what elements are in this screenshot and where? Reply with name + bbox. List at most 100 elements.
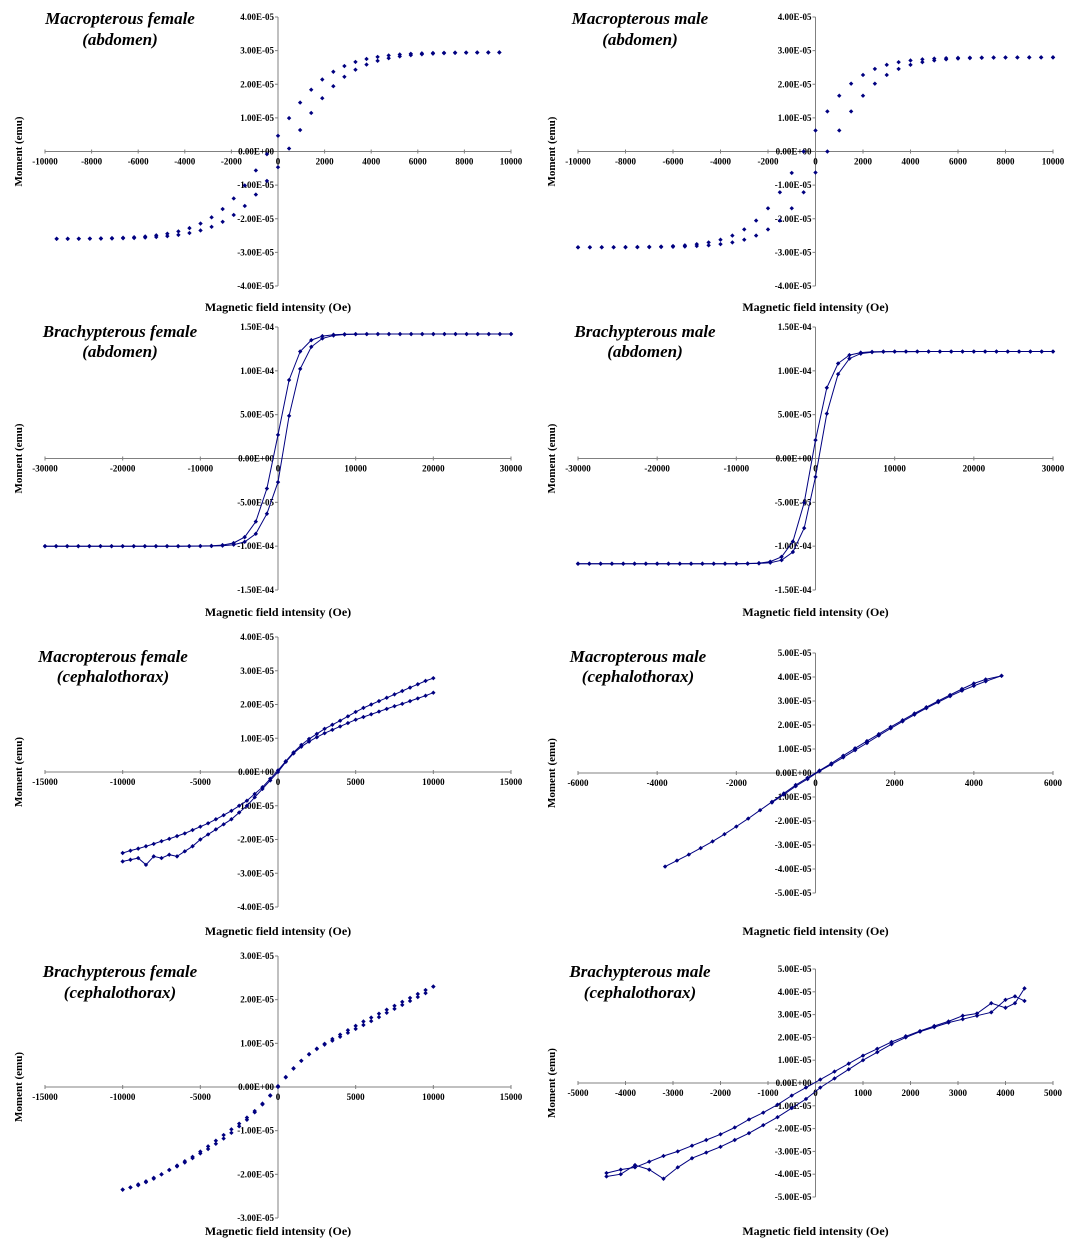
data-point [730,233,735,238]
data-point [621,561,626,566]
chart-panel-6: -6000 -4000 -2000 0 2000 4000 6000 -5.00E-05 -4.… [546,647,1063,938]
y-tick-label: 0.00E+00 [238,454,274,464]
data-point [775,1115,780,1120]
data-point [337,724,343,729]
data-point [120,543,125,549]
data-point [297,100,303,105]
data-point [872,66,878,72]
data-point [253,192,259,197]
data-point [1012,994,1018,999]
data-point [400,999,405,1005]
data-point [742,237,747,242]
y-tick-label: 4.00E-05 [778,12,812,22]
data-point [174,854,180,859]
data-point [974,1013,980,1018]
y-tick-label: -5.00E-05 [775,497,812,507]
data-point [789,170,794,176]
chart-subtitle: (abdomen) [82,30,158,49]
data-point [369,702,374,707]
x-tick-label: 0 [276,777,281,787]
data-point [813,170,818,175]
data-point [732,1125,737,1130]
data-point [761,1122,766,1128]
y-tick-label: 2.00E-05 [778,720,812,730]
data-point [647,1159,652,1164]
data-point [908,58,913,63]
data-point [1027,55,1032,60]
data-point [176,229,181,234]
y-tick-label: 2.00E-05 [240,995,274,1005]
data-point [900,719,905,724]
data-point [309,337,314,343]
series-2 [120,984,436,1192]
data-point [392,1003,397,1008]
y-tick-label: 3.00E-05 [240,951,274,961]
data-point [314,735,320,740]
data-point [142,543,148,549]
data-point [337,1032,343,1037]
y-tick-label: 1.00E-04 [778,366,812,376]
data-point [221,1136,226,1141]
data-point [361,714,366,720]
chart-title: Macropterous male [571,9,709,28]
chart-panel-4: -30000 -20000 -10000 0 10000 20000 30000 -1.50E… [546,322,1065,619]
data-point [221,813,226,818]
y-tick-label: 5.00E-05 [240,410,274,420]
data-point [190,844,195,849]
data-point [397,52,402,57]
y-tick-label: 0.00E+00 [238,1082,274,1092]
x-tick-label: 20000 [963,464,986,474]
data-point [320,333,325,339]
data-point [98,543,103,549]
y-tick-label: -3.00E-05 [237,247,274,257]
data-point [675,1149,680,1154]
series-line [771,675,1002,803]
data-point [1038,55,1044,60]
data-point [829,762,834,767]
chart-panel-5: -15000 -10000 -5000 0 5000 10000 15000 -4.00E-0… [13,632,523,938]
chart-subtitle: (cephalothorax) [57,667,169,686]
y-axis-title: Moment (emu) [13,423,25,493]
x-tick-label: -4000 [615,1088,636,1098]
series-2 [769,673,1004,805]
data-point [835,371,841,377]
data-point [846,1061,851,1066]
data-point [120,859,125,864]
data-point [330,722,335,727]
data-point [889,1039,894,1045]
data-point [777,190,783,195]
data-point [151,1175,156,1181]
data-point [229,1127,234,1132]
data-point [442,331,447,337]
data-point [889,1042,894,1047]
data-point [314,731,320,737]
data-point [971,349,977,354]
data-point [937,349,943,354]
data-point [229,817,234,822]
data-point [322,1041,327,1046]
data-point [242,539,247,545]
y-tick-label: -3.00E-05 [237,868,274,878]
x-tick-label: 5000 [347,1092,366,1102]
y-tick-label: -1.00E-05 [775,1101,812,1111]
data-point [87,543,92,549]
data-point [286,115,292,121]
data-point [375,58,380,64]
series-2 [42,331,514,549]
data-point [789,1093,794,1098]
data-point [967,55,973,60]
data-point [143,1179,149,1184]
data-point [205,1146,211,1152]
data-point [242,183,247,188]
data-point [790,549,796,555]
data-point [1005,349,1010,354]
data-point [309,110,314,116]
data-point [331,83,336,89]
data-point [42,543,48,549]
data-point [198,228,203,233]
data-point [775,1102,780,1107]
data-point [369,1018,374,1024]
data-point [932,56,937,61]
data-point [781,792,787,797]
data-point [275,479,281,485]
